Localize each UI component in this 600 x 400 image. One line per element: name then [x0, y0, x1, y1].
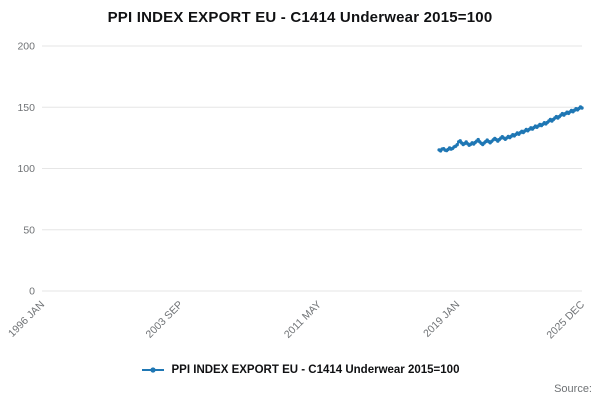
- y-tick-label: 0: [29, 286, 35, 298]
- x-tick-label: 2025 DEC: [544, 298, 587, 341]
- series-point: [455, 143, 459, 147]
- source-label: Source:: [554, 383, 592, 395]
- series-point: [580, 106, 584, 110]
- y-tick-label: 100: [17, 163, 35, 175]
- x-tick-label: 2011 MAY: [282, 299, 324, 341]
- y-tick-label: 150: [17, 102, 35, 114]
- legend-line-icon: [141, 367, 164, 373]
- x-tick-label: 1996 JAN: [6, 299, 47, 340]
- y-tick-label: 200: [17, 41, 35, 53]
- x-tick-label: 2019 JAN: [421, 299, 462, 340]
- x-tick-label: 2003 SEP: [144, 299, 186, 341]
- legend-label: PPI INDEX EXPORT EU - C1414 Underwear 20…: [171, 364, 460, 376]
- legend-item[interactable]: PPI INDEX EXPORT EU - C1414 Underwear 20…: [0, 364, 600, 376]
- chart-title: PPI INDEX EXPORT EU - C1414 Underwear 20…: [107, 9, 493, 26]
- y-tick-label: 50: [23, 224, 35, 236]
